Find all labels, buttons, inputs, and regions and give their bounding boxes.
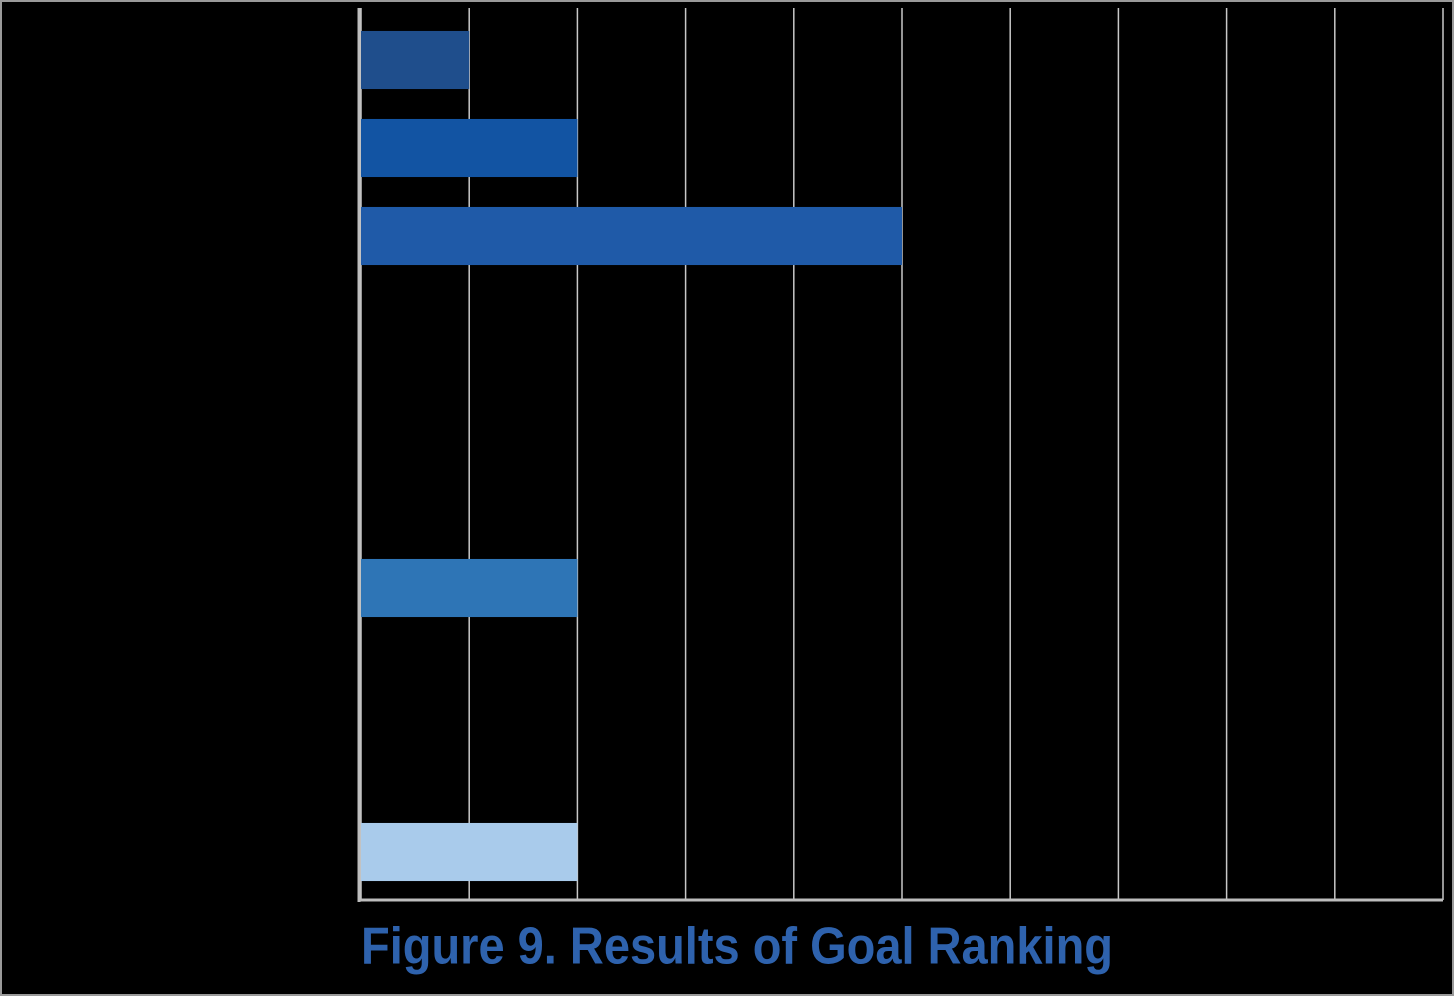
bar <box>361 118 578 178</box>
bar <box>361 206 902 266</box>
bar <box>361 30 470 90</box>
bar <box>361 822 578 882</box>
bar <box>361 558 578 618</box>
chart-title: Figure 9. Results of Goal Ranking <box>361 918 1113 976</box>
